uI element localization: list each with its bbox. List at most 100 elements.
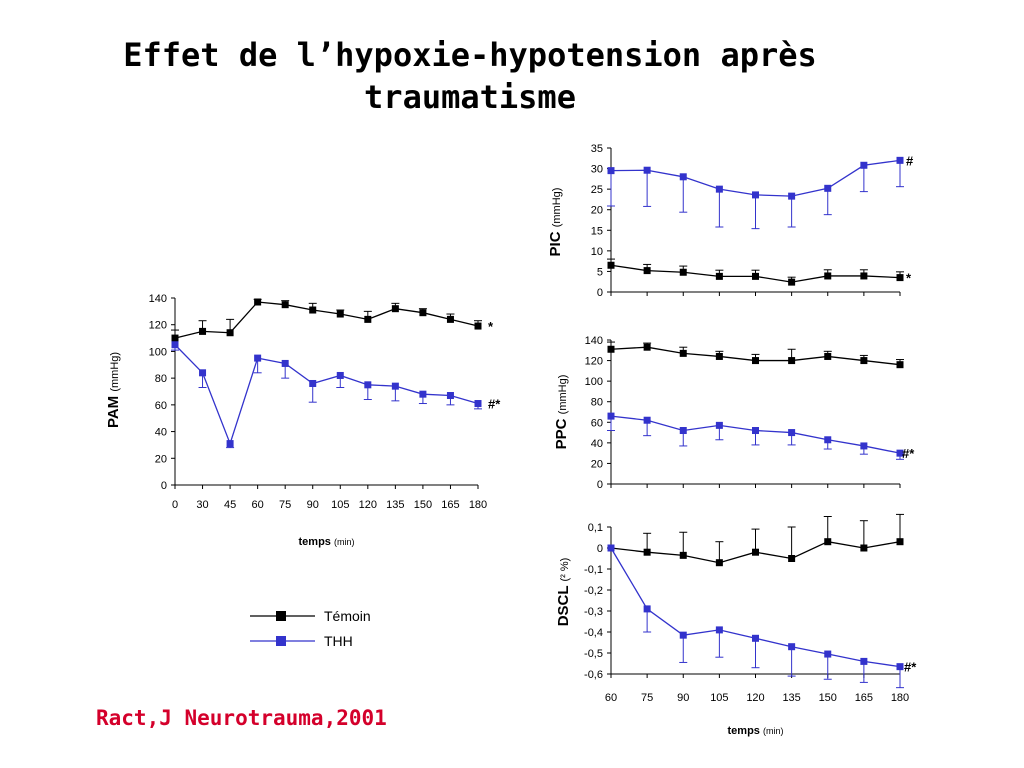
y-tick-label: 0 [597, 543, 603, 555]
series-thh: #* [607, 544, 917, 689]
y-tick-label: 20 [591, 458, 603, 470]
x-tick-label: 90 [677, 692, 689, 704]
legend-label: THH [324, 633, 353, 649]
chart-ppc: 0 20 40 60 80 100 120 140 PPC (mmHg) #* [553, 335, 915, 491]
chart-pam: 0 20 40 60 80 100 120 140 0 30 45 60 75 90 105 120 135 15… [105, 293, 501, 548]
significance-marker: # [906, 153, 914, 168]
y-tick-label: -0,2 [584, 585, 603, 597]
data-point [446, 392, 454, 400]
y-tick-label: 30 [591, 164, 603, 176]
x-tick-label: 105 [331, 499, 349, 511]
y-axis-label: DSCL (² %) [555, 558, 572, 627]
x-tick-label: 30 [196, 499, 208, 511]
data-point [226, 440, 234, 448]
data-point [752, 634, 759, 642]
data-point [364, 381, 372, 389]
data-point [824, 650, 832, 658]
data-point [788, 192, 796, 200]
data-point [474, 400, 482, 408]
x-tick-label: 75 [279, 499, 291, 511]
data-point [679, 631, 687, 639]
x-tick-label: 150 [819, 692, 837, 704]
data-point [824, 538, 832, 546]
x-tick-label: 135 [386, 499, 404, 511]
data-point [679, 349, 687, 357]
x-tick-label: 45 [224, 499, 236, 511]
data-point [679, 173, 687, 181]
significance-marker: * [906, 271, 912, 286]
data-point [254, 354, 262, 362]
data-point [607, 261, 615, 269]
data-point [391, 305, 399, 313]
data-point [824, 184, 832, 192]
data-point [679, 427, 687, 435]
data-point [281, 359, 289, 367]
y-tick-label: -0,5 [584, 648, 603, 660]
data-point [860, 161, 868, 169]
x-tick-label: 105 [710, 692, 728, 704]
x-axis-label: temps (min) [299, 536, 355, 548]
data-point [281, 301, 289, 309]
y-axis-label: PIC (mmHg) [547, 188, 564, 257]
data-point [336, 371, 344, 379]
data-point [788, 429, 796, 437]
series-temoin [607, 341, 904, 369]
data-point [896, 274, 904, 282]
data-point [824, 272, 832, 280]
data-point [419, 390, 427, 398]
data-point [309, 379, 317, 387]
citation: Ract,J Neurotrauma,2001 [96, 706, 387, 730]
x-tick-label: 180 [469, 499, 487, 511]
y-tick-label: -0,1 [584, 564, 603, 576]
data-point [309, 306, 317, 314]
y-tick-label: 0 [161, 480, 167, 492]
data-point [607, 544, 615, 552]
y-tick-label: 35 [591, 143, 603, 155]
data-point [896, 156, 904, 164]
data-point [643, 166, 651, 174]
data-point [788, 643, 796, 651]
data-point [860, 272, 868, 280]
data-point [679, 268, 687, 276]
y-tick-label: 140 [149, 293, 167, 305]
data-point [860, 544, 868, 552]
data-point [643, 267, 651, 275]
data-point [474, 322, 482, 330]
y-tick-label: 100 [585, 376, 603, 388]
data-point [336, 310, 344, 318]
x-tick-label: 75 [641, 692, 653, 704]
slide-title: Effet de l’hypoxie-hypotension après tra… [60, 34, 880, 118]
data-point [643, 605, 651, 613]
x-tick-label: 90 [307, 499, 319, 511]
data-point [860, 357, 868, 365]
series-temoin [607, 513, 904, 567]
data-point [896, 538, 904, 546]
data-point [607, 167, 615, 175]
data-point [446, 315, 454, 323]
y-tick-label: 120 [585, 356, 603, 368]
y-tick-label: 120 [149, 320, 167, 332]
legend-marker [276, 636, 286, 646]
data-point [199, 369, 207, 377]
data-point [226, 329, 234, 337]
y-tick-label: 5 [597, 266, 603, 278]
legend-label: Témoin [324, 608, 371, 624]
significance-marker: #* [488, 397, 501, 412]
data-point [788, 555, 796, 562]
data-point [752, 191, 759, 199]
series-line [610, 159, 901, 197]
chart-dscl: -0,6 -0,5 -0,4 -0,3 -0,2 -0,1 0 0,1 60 75 90 105 120… [555, 513, 917, 737]
x-tick-label: 165 [855, 692, 873, 704]
y-tick-label: 80 [155, 373, 167, 385]
series-thh: #* [607, 412, 915, 461]
data-point [199, 327, 207, 335]
data-point [171, 341, 179, 349]
data-point [364, 315, 372, 323]
data-point [715, 352, 723, 360]
data-point [752, 357, 759, 365]
series-thh: #* [171, 341, 501, 449]
legend: Témoin THH [250, 608, 371, 649]
x-axis-label: temps (min) [728, 725, 784, 737]
y-axis-label: PPC (mmHg) [553, 375, 570, 450]
chart-pic: 0 5 10 15 20 25 30 35 PIC (mmHg) * # [547, 143, 914, 299]
